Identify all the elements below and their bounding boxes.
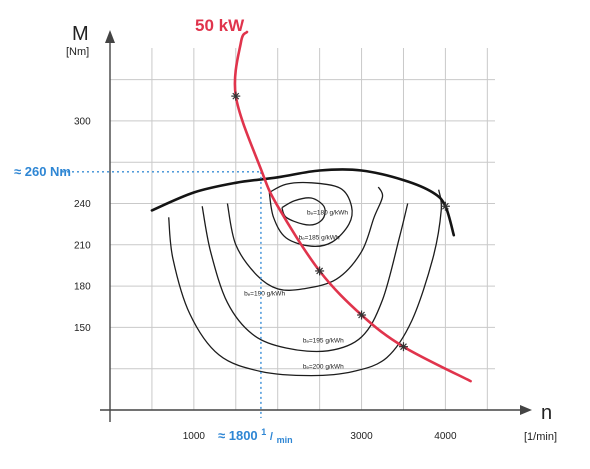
bsfc-contours: bₑ=180 g/kWh bₑ=185 g/kWh bₑ=190 g/kWh bₑ=1…	[168, 181, 443, 377]
curve-marker	[315, 266, 325, 276]
x-axis-unit: [1/min]	[524, 431, 557, 443]
curve-marker	[357, 310, 367, 320]
bsfc-contour-line	[268, 181, 353, 248]
y-tick-label: 300	[74, 116, 91, 127]
bsfc-contour-line	[168, 189, 443, 377]
power-curve-group: 50 kW	[195, 16, 472, 383]
tick-labels: 150 180 210 240 300 1000 3000 4000	[74, 116, 457, 442]
x-tick-label: 3000	[350, 431, 373, 442]
axes: M [Nm] n [1/min]	[66, 23, 557, 443]
reference-speed-denominator: min	[277, 435, 293, 445]
y-axis-unit: [Nm]	[66, 46, 89, 58]
y-tick-label: 240	[74, 199, 91, 210]
power-curve-label: 50 kW	[195, 16, 245, 35]
bsfc-contour-line	[226, 186, 384, 291]
bsfc-contour-label: bₑ=185 g/kWh	[299, 234, 340, 241]
y-tick-label: 210	[74, 240, 91, 251]
marker-d2-stroke	[358, 311, 365, 319]
bsfc-contour-line	[281, 197, 326, 226]
marker-d2-stroke	[441, 202, 449, 210]
full-load-curve	[150, 168, 456, 237]
curve-marker	[398, 342, 408, 352]
bsfc-contour-label: bₑ=195 g/kWh	[303, 338, 344, 345]
marker-d2-stroke	[232, 92, 240, 100]
x-tick-label: 1000	[183, 431, 206, 442]
x-axis-arrow-icon	[520, 405, 532, 415]
curve-marker	[231, 91, 241, 101]
curve-marker	[440, 201, 450, 211]
reference-speed-numerator: 1	[261, 427, 266, 437]
marker-d2-stroke	[316, 267, 324, 275]
bsfc-contour-label: bₑ=180 g/kWh	[307, 210, 348, 217]
x-tick-label: 4000	[434, 431, 457, 442]
x-axis-symbol: n	[541, 402, 552, 424]
reference-speed-prefix: ≈ 1800	[218, 428, 261, 443]
bsfc-contour-label: bₑ=190 g/kWh	[244, 291, 285, 298]
reference-speed-slash: /	[270, 431, 273, 443]
y-tick-label: 150	[74, 323, 91, 334]
bsfc-contour-label: bₑ=200 g/kWh	[303, 364, 344, 371]
reference-speed-label: ≈ 1800 1 / min	[218, 423, 293, 445]
gridlines	[110, 48, 495, 410]
y-axis-symbol: M	[72, 23, 89, 45]
marker-d2-stroke	[400, 343, 407, 351]
y-tick-label: 180	[74, 282, 91, 293]
y-axis-arrow-icon	[105, 30, 115, 43]
full-load-curve-group	[150, 168, 456, 237]
power-curve	[233, 30, 472, 383]
reference-torque-label: ≈ 260 Nm	[14, 164, 71, 179]
bsfc-contour-line	[201, 203, 409, 353]
reference-lines: ≈ 260 Nm ≈ 1800 1 / min	[14, 164, 293, 445]
